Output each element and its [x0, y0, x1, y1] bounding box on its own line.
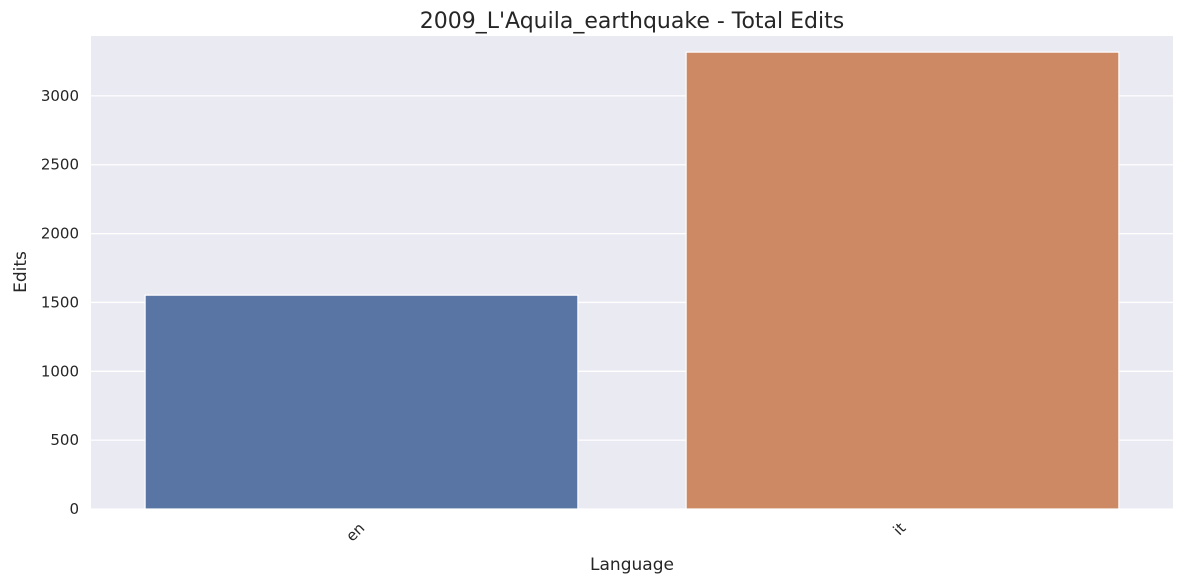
y-tick-label: 1000 — [41, 362, 79, 380]
y-tick-labels: 0 500 1000 1500 2000 2500 3000 — [41, 87, 79, 518]
y-tick-label: 2000 — [41, 225, 79, 243]
bar-it — [685, 51, 1120, 510]
x-tick-label-it: it — [889, 519, 909, 539]
bar-en — [144, 294, 579, 510]
y-axis-label: Edits — [11, 251, 31, 293]
y-tick-label: 1500 — [41, 293, 79, 311]
x-axis-label: Language — [590, 555, 674, 575]
y-tick-label: 2500 — [41, 156, 79, 174]
y-tick-label: 3000 — [41, 87, 79, 105]
x-tick-label-en: en — [342, 519, 368, 545]
chart-title: 2009_L'Aquila_earthquake - Total Edits — [420, 9, 844, 34]
y-tick-label: 500 — [50, 431, 79, 449]
x-tick-labels: en it — [342, 519, 909, 545]
y-tick-label: 0 — [69, 500, 79, 518]
bars — [144, 51, 1120, 510]
